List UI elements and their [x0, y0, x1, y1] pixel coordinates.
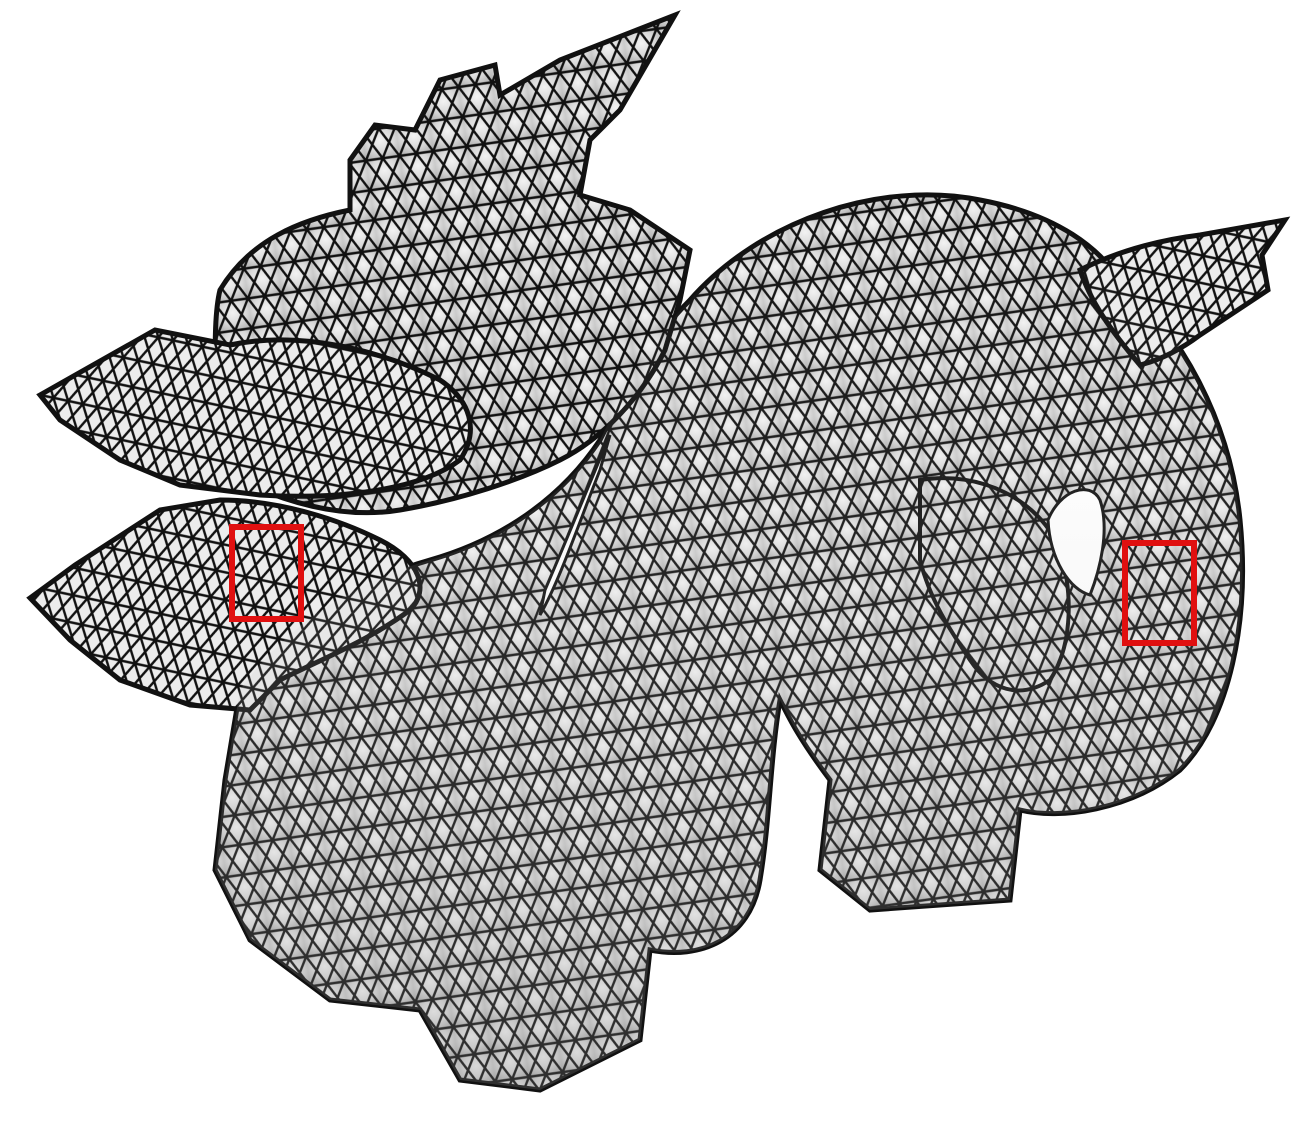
right-highlight-box [1122, 540, 1197, 646]
dragon-snout-upper [36, 327, 473, 499]
left-highlight-box [229, 524, 304, 622]
